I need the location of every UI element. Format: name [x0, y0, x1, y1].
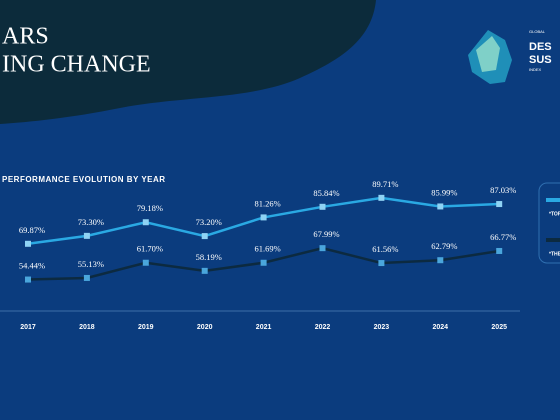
x-tick-label: 2022	[315, 324, 331, 331]
x-tick-label: 2017	[20, 324, 36, 331]
x-tick-label: 2021	[256, 324, 272, 331]
value-label: 66.77%	[490, 232, 516, 242]
value-label: 58.19%	[196, 252, 222, 262]
x-tick-label: 2018	[79, 324, 95, 331]
value-label: 79.18%	[137, 203, 163, 213]
logo: GLOBAL DES SUS INDEX	[468, 29, 552, 84]
x-tick-label: 2019	[138, 324, 154, 331]
value-label: 73.20%	[196, 217, 222, 227]
point-marker	[437, 203, 444, 210]
point-marker	[25, 240, 31, 247]
title-line: ING CHANGE	[2, 52, 151, 78]
point-marker	[260, 259, 267, 266]
point-marker	[496, 247, 503, 254]
point-marker	[142, 259, 149, 266]
value-label: 61.69%	[254, 244, 280, 254]
x-tick-label: 2025	[491, 324, 507, 331]
x-tick-label: 2023	[374, 324, 390, 331]
legend-label: *TOP	[549, 211, 560, 217]
logo-text: GLOBAL	[529, 29, 546, 34]
point-marker	[437, 257, 444, 264]
x-tick-label: 2020	[197, 324, 213, 331]
value-label: 61.56%	[372, 244, 398, 254]
logo-text: SUS	[529, 54, 552, 66]
point-marker	[378, 260, 385, 267]
legend-box	[538, 182, 560, 264]
point-marker	[378, 194, 385, 201]
value-label: 81.26%	[254, 198, 280, 208]
x-tick-label: 2024	[433, 324, 449, 331]
value-label: 85.99%	[431, 187, 457, 197]
point-marker	[142, 219, 149, 226]
point-marker	[319, 245, 326, 252]
value-label: 85.84%	[313, 188, 339, 198]
point-marker	[83, 274, 90, 281]
point-marker	[260, 214, 267, 221]
value-label: 61.70%	[137, 244, 163, 254]
logo-text: INDEX	[529, 67, 542, 72]
value-label: 67.99%	[313, 229, 339, 239]
value-label: 55.13%	[78, 259, 104, 269]
header-blob	[0, 0, 376, 124]
title-line: ARS	[2, 24, 49, 50]
value-label: 62.79%	[431, 241, 457, 251]
chart-subtitle: PERFORMANCE EVOLUTION BY YEAR	[2, 175, 166, 184]
value-label: 89.71%	[372, 179, 398, 189]
value-label: 73.30%	[78, 217, 104, 227]
point-marker	[25, 276, 31, 283]
value-label: 69.87%	[19, 225, 45, 235]
point-marker	[201, 267, 208, 274]
point-marker	[319, 203, 326, 210]
point-marker	[83, 232, 90, 239]
logo-mark	[476, 36, 500, 72]
logo-text: DES	[529, 41, 552, 53]
legend-label: *THE	[549, 251, 560, 257]
point-marker	[496, 201, 503, 208]
value-label: 87.03%	[490, 185, 516, 195]
point-marker	[201, 233, 208, 240]
value-label: 54.44%	[19, 261, 45, 271]
